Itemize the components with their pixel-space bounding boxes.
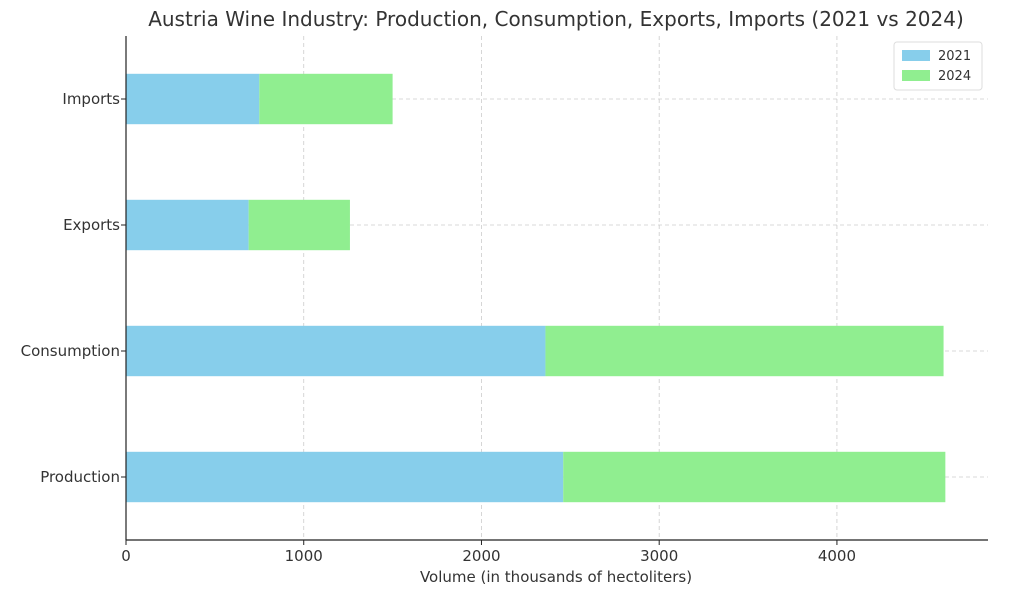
x-tick-label: 2000: [462, 547, 500, 565]
x-tick-label: 1000: [285, 547, 323, 565]
legend-swatch-2021: [902, 50, 930, 61]
y-tick-label-production: Production: [40, 468, 120, 486]
y-tick-label-imports: Imports: [62, 90, 120, 108]
bar-consumption-2024: [545, 325, 944, 377]
axes: 0 1000 2000 3000 4000 Production Consumption Ex…: [21, 36, 988, 565]
x-tick-label: 3000: [640, 547, 678, 565]
bar-production-2024: [563, 451, 946, 503]
bar-consumption-2021: [126, 325, 546, 377]
bars: [126, 73, 946, 503]
bar-imports-2024: [259, 73, 393, 125]
y-tick-label-consumption: Consumption: [21, 342, 120, 360]
legend: 2021 2024: [893, 41, 983, 91]
bar-imports-2021: [126, 73, 260, 125]
legend-label-2021: 2021: [938, 49, 971, 64]
x-tick-label: 4000: [818, 547, 856, 565]
bar-production-2021: [126, 451, 564, 503]
bar-exports-2021: [126, 199, 249, 251]
x-axis-label: Volume (in thousands of hectoliters): [420, 568, 692, 586]
bar-exports-2024: [248, 199, 350, 251]
x-tick-label: 0: [121, 547, 131, 565]
legend-swatch-2024: [902, 70, 930, 81]
chart-title: Austria Wine Industry: Production, Consu…: [148, 7, 964, 31]
legend-label-2024: 2024: [938, 69, 971, 84]
y-tick-label-exports: Exports: [63, 216, 120, 234]
